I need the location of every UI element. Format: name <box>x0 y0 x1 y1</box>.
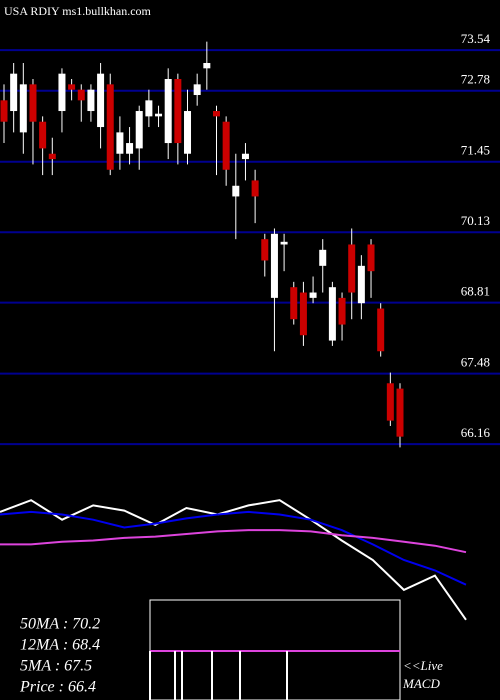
candle-body <box>280 241 288 245</box>
y-tick-label: 71.45 <box>461 143 490 158</box>
candle-body <box>58 73 66 112</box>
candle-body <box>48 153 56 160</box>
candle-body <box>0 100 8 122</box>
candle-body <box>338 297 346 325</box>
candle-body <box>145 100 153 117</box>
live-label: <<Live <box>403 658 443 673</box>
macd-label: MACD <box>402 676 440 691</box>
candle-body <box>164 79 172 144</box>
candle-body <box>184 111 192 154</box>
ma-label: 5MA : 67.5 <box>20 658 92 675</box>
candle-body <box>348 244 356 293</box>
macd-bars <box>149 651 288 700</box>
candle-body <box>68 84 76 90</box>
indicator-line <box>0 529 467 554</box>
candle-body <box>29 84 37 122</box>
candle-body <box>386 383 394 421</box>
candle-body <box>377 308 385 352</box>
candle-body <box>222 121 230 170</box>
candle-body <box>212 111 220 117</box>
candle-body <box>203 62 211 69</box>
ma-label: 50MA : 70.2 <box>20 616 100 633</box>
indicator-line <box>0 499 467 621</box>
candle-body <box>135 111 143 149</box>
y-tick-label: 67.48 <box>461 355 490 370</box>
candle-body <box>39 121 47 149</box>
candle-body <box>116 132 124 154</box>
y-tick-label: 73.54 <box>461 31 491 46</box>
candle-body <box>367 244 375 272</box>
candle-body <box>19 84 27 133</box>
y-tick-label: 72.78 <box>461 72 490 87</box>
candle-body <box>126 143 134 154</box>
candle-body <box>193 84 201 96</box>
candle-body <box>77 89 85 101</box>
candle-body <box>251 180 259 197</box>
candle-body <box>155 113 163 117</box>
chart-title: USA RDIY ms1.bullkhan.com <box>4 4 152 18</box>
y-tick-label: 66.16 <box>461 425 491 440</box>
candle-body <box>97 73 105 128</box>
candle-body <box>396 388 404 437</box>
y-tick-label: 68.81 <box>461 284 490 299</box>
candle-body <box>357 265 365 304</box>
candle-body <box>309 292 317 298</box>
indicator-line <box>0 510 467 586</box>
price-label: Price : 66.4 <box>19 679 96 696</box>
candle-body <box>299 292 307 336</box>
candle-body <box>106 84 114 170</box>
candle-body <box>319 249 327 266</box>
candle-body <box>10 73 18 112</box>
candle-body <box>270 233 278 298</box>
ma-label: 12MA : 68.4 <box>20 637 100 654</box>
candle-body <box>232 185 240 197</box>
candle-body <box>241 153 249 160</box>
candle-body <box>261 239 269 261</box>
candle-body <box>328 287 336 341</box>
candle-body <box>174 79 182 144</box>
candle-body <box>290 287 298 320</box>
candle-body <box>87 89 95 112</box>
y-tick-label: 70.13 <box>461 213 490 228</box>
